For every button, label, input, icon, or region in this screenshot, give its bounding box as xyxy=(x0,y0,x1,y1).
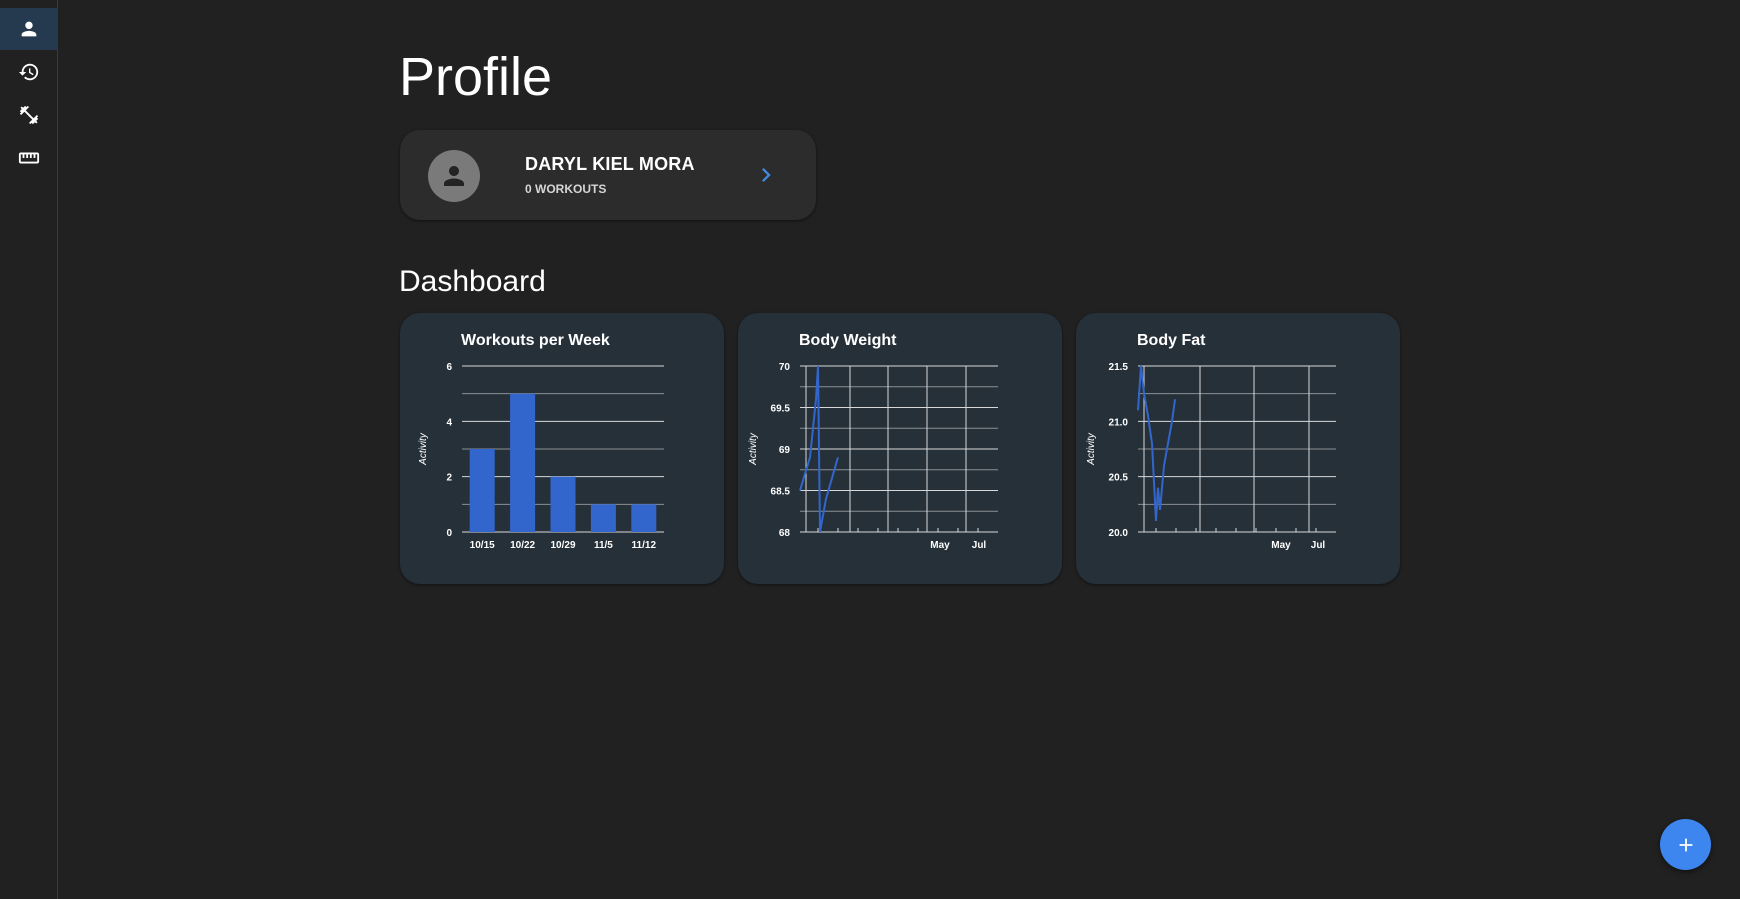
x-tick-label: 11/5 xyxy=(594,540,613,551)
y-tick-label: 20.0 xyxy=(1109,528,1129,539)
x-tick-label: 10/29 xyxy=(550,540,575,551)
history-icon xyxy=(18,63,39,81)
x-tick-label: Jul xyxy=(1311,540,1326,551)
bar xyxy=(550,476,576,532)
y-tick-label: 0 xyxy=(446,528,452,539)
workouts-per-week-chart: 0 2 4 6 10/15 10/22 10/29 11/5 11/12 Activity xyxy=(418,362,664,551)
ruler-icon xyxy=(18,152,40,164)
fitness-icon xyxy=(19,105,39,125)
series-line xyxy=(799,365,839,533)
chart-title: Body Weight xyxy=(799,332,897,349)
person-icon xyxy=(444,166,464,186)
sidebar-nav xyxy=(0,0,58,899)
person-icon xyxy=(21,21,37,37)
chart-title: Body Fat xyxy=(1137,332,1206,349)
body-fat-chart: 20.0 20.5 21.0 21.5 May Jul Activity xyxy=(1086,362,1336,551)
x-tick-label: 10/15 xyxy=(470,540,495,551)
bar xyxy=(631,504,657,532)
y-tick-label: 69 xyxy=(779,445,791,456)
avatar xyxy=(428,150,480,202)
workouts-chart-card: Workouts per Week 0 2 4 6 10/15 10/22 10/29 11/… xyxy=(400,313,724,584)
y-tick-label: 68 xyxy=(779,528,791,539)
bar xyxy=(590,504,616,532)
sidebar-item-measurements[interactable] xyxy=(0,137,58,179)
y-tick-label: 68.5 xyxy=(771,487,791,498)
profile-name: DARYL KIEL MORA xyxy=(525,154,695,174)
y-tick-label: 4 xyxy=(446,417,452,428)
x-tick-label: May xyxy=(1271,540,1291,551)
sidebar-item-profile[interactable] xyxy=(0,8,58,50)
workout-count: 0 WORKOUTS xyxy=(525,182,607,196)
y-axis-label: Activity xyxy=(418,432,429,466)
add-icon xyxy=(1679,838,1692,851)
chevron-right-icon xyxy=(762,168,771,182)
x-tick-label: Jul xyxy=(972,540,987,551)
chart-title: Workouts per Week xyxy=(461,332,610,349)
x-tick-label: 10/22 xyxy=(510,540,535,551)
add-workout-button[interactable] xyxy=(1660,819,1711,870)
y-tick-label: 6 xyxy=(446,362,452,373)
profile-open-button[interactable] xyxy=(748,157,784,193)
x-tick-label: 11/12 xyxy=(632,540,657,551)
bar xyxy=(510,393,536,532)
section-title-dashboard: Dashboard xyxy=(399,265,546,298)
y-tick-label: 70 xyxy=(779,362,791,373)
page-title: Profile xyxy=(399,47,553,107)
y-tick-label: 2 xyxy=(446,473,452,484)
sidebar-item-history[interactable] xyxy=(0,51,58,93)
y-tick-label: 20.5 xyxy=(1109,473,1129,484)
y-tick-label: 21.0 xyxy=(1109,417,1129,428)
body-weight-chart-card: Body Weight 68 68.5 69 69.5 70 May Jul Activity xyxy=(738,313,1062,584)
y-tick-label: 21.5 xyxy=(1109,362,1129,373)
bar xyxy=(469,449,495,532)
body-fat-chart-card: Body Fat 20.0 20.5 21.0 21.5 May Jul Activity xyxy=(1076,313,1400,584)
y-axis-label: Activity xyxy=(748,432,759,466)
x-tick-label: May xyxy=(930,540,950,551)
sidebar-item-exercises[interactable] xyxy=(0,94,58,136)
series-line xyxy=(1137,365,1176,521)
y-tick-label: 69.5 xyxy=(771,404,791,415)
profile-card[interactable]: DARYL KIEL MORA 0 WORKOUTS xyxy=(400,130,816,220)
body-weight-chart: 68 68.5 69 69.5 70 May Jul Activity xyxy=(748,362,998,551)
y-axis-label: Activity xyxy=(1086,432,1097,466)
